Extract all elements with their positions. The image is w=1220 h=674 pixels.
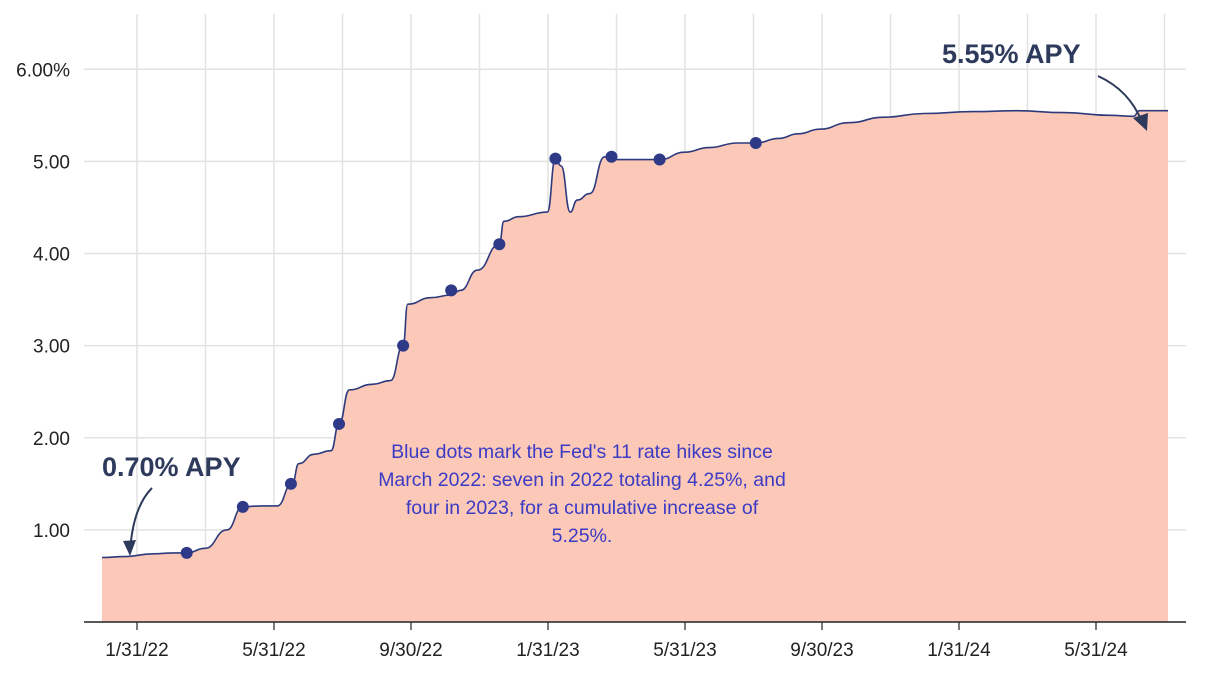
y-tick-label: 1.00 [33,521,70,542]
rate-hike-dot [605,150,618,163]
rate-hike-dot [749,136,762,149]
series-line [101,109,1168,559]
note-line-1: Blue dots mark the Fed's 11 rate hikes s… [391,441,773,463]
x-tick-label: 9/30/23 [790,640,853,661]
y-tick-label: 3.00 [33,337,70,358]
x-tick-label: 5/31/24 [1064,640,1128,661]
y-tick-label: 2.00 [33,429,70,450]
y-tick-label: 5.00 [33,152,70,173]
area-fill [102,110,1168,622]
rate-hike-dot [549,152,562,165]
note-line-3: four in 2023, for a cumulative increase … [406,497,759,519]
rate-hike-dot [445,284,458,297]
rate-hike-dot [333,417,346,430]
x-tick-label: 9/30/22 [379,640,442,661]
x-tick-label: 1/31/22 [105,640,168,661]
end-apy-callout: 5.55% APY [942,39,1081,69]
rate-hike-dot [493,238,506,251]
x-tick-label: 1/31/24 [927,640,991,661]
rate-hike-dot [284,477,297,490]
rate-hike-dot [180,546,193,559]
end-callout-arrowhead [1133,113,1148,131]
x-tick-label: 5/31/22 [242,640,305,661]
rate-hike-dot [397,339,410,352]
note-line-4: 5.25%. [552,525,613,547]
rate-hike-dot [653,153,666,166]
start-callout-arrowhead [123,540,136,556]
x-tick-label: 1/31/23 [516,640,579,661]
rate-hike-dot [236,500,249,513]
note-line-2: March 2022: seven in 2022 totaling 4.25%… [378,469,786,491]
y-tick-label: 6.00% [16,60,70,81]
x-tick-label: 5/31/23 [653,640,716,661]
start-apy-callout: 0.70% APY [102,452,241,482]
rate-hike-dots [180,136,762,559]
y-tick-label: 4.00 [33,245,70,266]
y-axis-ticks: 1.00 2.00 3.00 4.00 5.00 6.00% [16,60,70,542]
x-axis-ticks: 1/31/22 5/31/22 9/30/22 1/31/23 5/31/23 9/30/… [105,622,1128,661]
annotation-note: Blue dots mark the Fed's 11 rate hikes s… [378,441,786,547]
